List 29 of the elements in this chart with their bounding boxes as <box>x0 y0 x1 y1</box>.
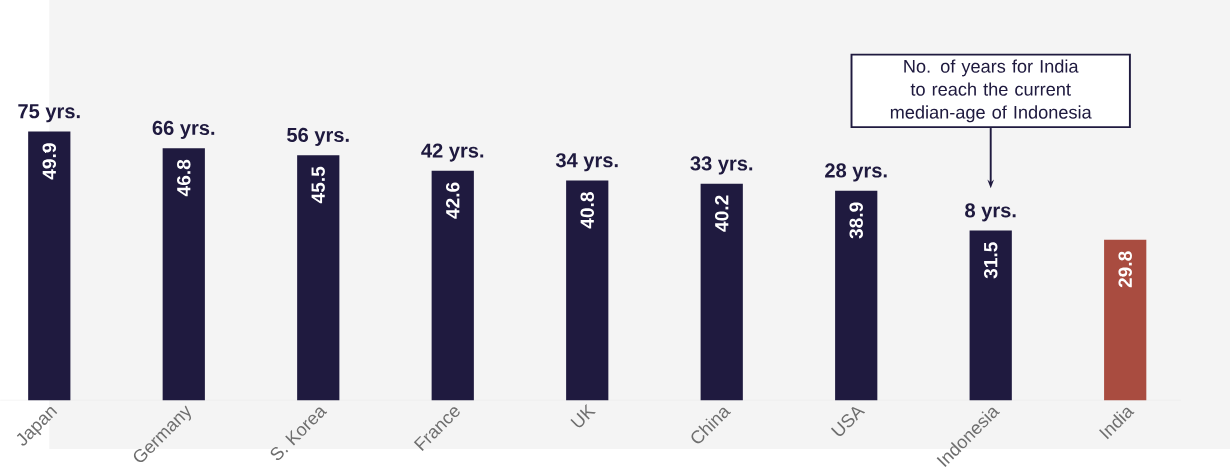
text: No. of years for India to reach the current median-age of Indonesia <box>890 59 1092 123</box>
data-label: 49.9 <box>42 143 57 180</box>
bar <box>835 190 878 401</box>
annotation: 75 yrs. <box>18 104 80 123</box>
bar <box>566 180 609 401</box>
annotation: 34 yrs. <box>555 153 618 172</box>
data-label: 40.8 <box>580 192 594 229</box>
bar <box>969 230 1012 401</box>
annotation: 28 yrs. <box>825 163 887 182</box>
annotation: 42 yrs. <box>421 143 484 162</box>
data-label: 40.2 <box>714 195 729 232</box>
annotation: 56 yrs. <box>287 127 349 146</box>
data-label: 31.5 <box>983 242 998 279</box>
data-label: 46.8 <box>177 159 191 197</box>
annotation: 33 yrs. <box>690 156 753 175</box>
bar <box>431 170 474 401</box>
bar <box>28 131 71 401</box>
data-label: 29.8 <box>1118 251 1132 288</box>
bar <box>297 155 340 401</box>
x-tick-label: USA <box>830 406 866 436</box>
bar <box>162 148 205 401</box>
annotation: 66 yrs. <box>152 120 215 139</box>
x-tick-label: UK <box>570 403 596 428</box>
bar <box>700 183 743 401</box>
bar <box>1104 239 1147 401</box>
annotation: 8 yrs. <box>965 203 1016 222</box>
data-label: 45.5 <box>311 166 325 204</box>
data-label: 42.6 <box>445 182 460 219</box>
data-label: 38.9 <box>849 202 863 239</box>
